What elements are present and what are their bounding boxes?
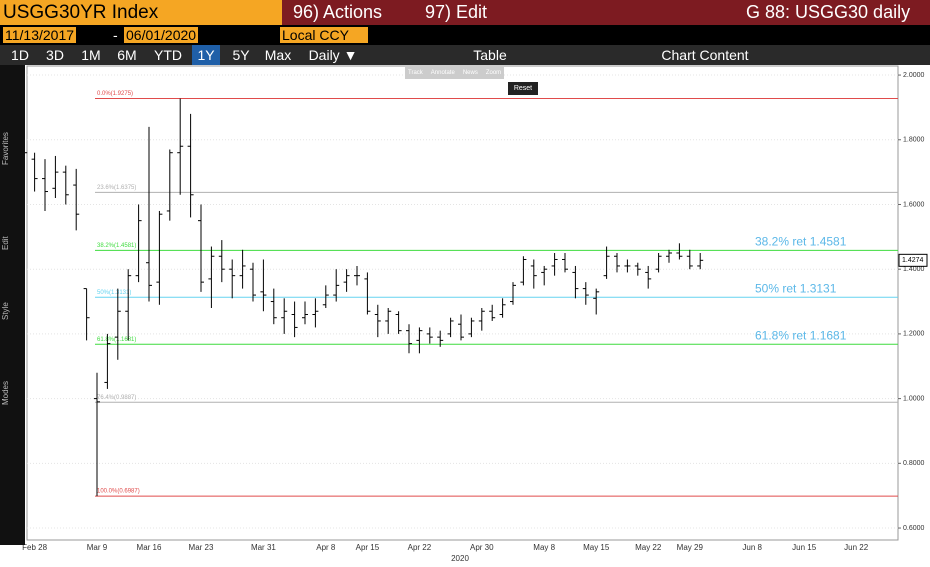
x-tick-label: May 8 — [533, 543, 555, 552]
side-label: Modes — [1, 380, 10, 405]
security[interactable]: USGG30YR Index — [0, 0, 282, 25]
page-title: G 88: USGG30 daily — [746, 2, 911, 22]
y-tick-label: 1.4000 — [903, 266, 925, 273]
fib-label: 23.6%(1.6375) — [97, 185, 136, 191]
tool-button[interactable]: Track — [408, 70, 423, 76]
x-axis-title: 2020 — [451, 554, 469, 563]
y-tick-label: 0.8000 — [903, 460, 925, 467]
fib-label: 61.8%(1.1681) — [97, 337, 136, 343]
end-date[interactable]: 06/01/2020 — [124, 27, 199, 43]
x-tick-label: Mar 23 — [189, 543, 214, 552]
currency[interactable]: Local CCY — [280, 27, 368, 43]
period-button[interactable]: 1M — [81, 47, 101, 63]
frequency[interactable]: Daily ▼ — [308, 47, 358, 63]
table-button[interactable]: Table — [473, 47, 507, 63]
side-label: Edit — [1, 236, 10, 250]
range-bar: 11/13/2017 - 06/01/2020 Local CCY — [0, 25, 930, 45]
period-button[interactable]: Max — [264, 47, 292, 63]
x-tick-label: Apr 30 — [470, 543, 494, 552]
y-tick-label: 2.0000 — [903, 72, 925, 79]
period-button[interactable]: 6M — [117, 47, 137, 63]
fib-label: 76.4%(0.9887) — [97, 395, 136, 401]
side-toolbar: Favorites Edit Style Modes — [0, 65, 25, 545]
x-tick-label: Feb 28 — [22, 543, 47, 552]
tool-button[interactable]: Annotate — [430, 70, 455, 76]
y-tick-label: 0.6000 — [903, 525, 925, 532]
title-bar: USGG30YR Index 96) Actions 97) Edit G 88… — [0, 0, 930, 25]
x-tick-label: Mar 31 — [251, 543, 276, 552]
actions-menu[interactable]: 96) Actions — [293, 2, 383, 22]
period-button[interactable]: YTD — [154, 47, 182, 63]
x-tick-label: Mar 16 — [137, 543, 162, 552]
toolbar: Daily ▼ Table Chart Content 1D 3D 1M 6M YTD 1… — [0, 45, 930, 65]
fib-label: 100.0%(0.6987) — [97, 489, 140, 495]
x-tick-label: Apr 22 — [408, 543, 432, 552]
side-label: Favorites — [1, 132, 10, 165]
fib-label: 38.2%(1.4581) — [97, 243, 136, 249]
fib-note: 50% ret 1.3131 — [755, 281, 837, 295]
y-tick-label: 1.6000 — [903, 201, 925, 208]
x-tick-label: Jun 8 — [742, 543, 762, 552]
x-tick-label: Mar 9 — [87, 543, 108, 552]
period-button[interactable]: 1D — [11, 47, 29, 63]
fib-label: 0.0%(1.9275) — [97, 91, 133, 97]
period-button[interactable]: 3D — [46, 47, 64, 63]
x-tick-label: Jun 15 — [792, 543, 817, 552]
reset-button[interactable]: Reset — [508, 82, 538, 95]
x-tick-label: Jun 22 — [844, 543, 869, 552]
period-button[interactable]: 5Y — [232, 47, 250, 63]
x-tick-label: Apr 8 — [316, 543, 336, 552]
chart-tools: Track Annotate News Zoom — [405, 67, 505, 79]
chart-content-button[interactable]: Chart Content — [661, 47, 749, 63]
x-tick-label: May 15 — [583, 543, 610, 552]
tool-button[interactable]: Zoom — [485, 70, 502, 76]
tool-button[interactable]: News — [462, 70, 478, 76]
last-value-label: 1.4274 — [902, 257, 924, 264]
period-button[interactable]: 1Y — [192, 45, 220, 65]
plot-area — [26, 65, 899, 541]
x-tick-label: May 22 — [635, 543, 662, 552]
x-tick-label: May 29 — [677, 543, 704, 552]
start-date[interactable]: 11/13/2017 — [3, 27, 77, 43]
side-label: Style — [1, 302, 10, 320]
y-tick-label: 1.2000 — [903, 331, 925, 338]
y-tick-label: 1.8000 — [903, 137, 925, 144]
x-tick-label: Apr 15 — [356, 543, 380, 552]
edit-menu[interactable]: 97) Edit — [425, 2, 488, 22]
fib-note: 61.8% ret 1.1681 — [755, 328, 847, 342]
separator: - — [113, 27, 118, 43]
last-value-box — [898, 253, 928, 267]
y-tick-label: 1.0000 — [903, 395, 925, 402]
fib-label: 50%(1.3131) — [97, 290, 131, 296]
fib-note: 38.2% ret 1.4581 — [755, 235, 847, 249]
